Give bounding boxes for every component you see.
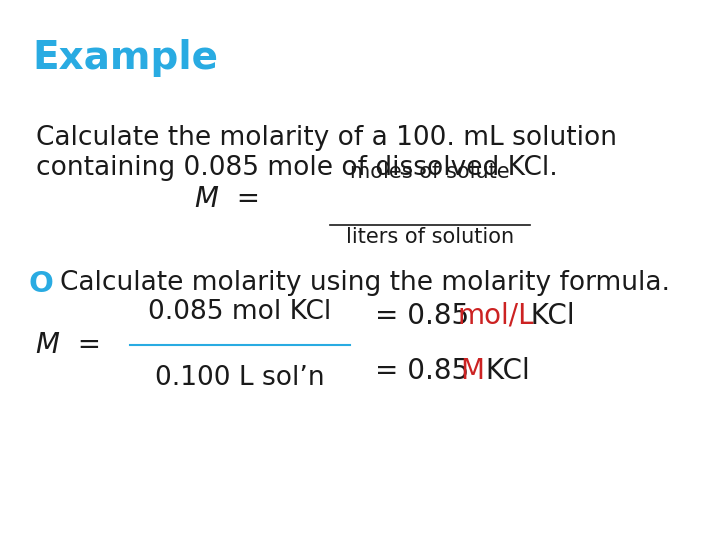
- Text: Calculate the molarity of a 100. mL solution: Calculate the molarity of a 100. mL solu…: [36, 125, 617, 151]
- Text: Example: Example: [32, 39, 218, 77]
- Text: = 0.85: = 0.85: [375, 357, 469, 385]
- Text: Calculate molarity using the molarity formula.: Calculate molarity using the molarity fo…: [60, 270, 670, 296]
- Text: liters of solution: liters of solution: [346, 227, 514, 247]
- Text: KCl: KCl: [477, 357, 530, 385]
- Text: 0.100 L sol’n: 0.100 L sol’n: [156, 365, 325, 391]
- Text: O: O: [28, 270, 53, 298]
- Text: M  =: M =: [195, 185, 260, 213]
- Text: 0.085 mol KCl: 0.085 mol KCl: [148, 299, 332, 325]
- Text: = 0.85: = 0.85: [375, 302, 478, 330]
- Text: containing 0.085 mole of dissolved KCl.: containing 0.085 mole of dissolved KCl.: [36, 155, 558, 181]
- Text: M  =: M =: [36, 331, 101, 359]
- Text: mol/L: mol/L: [457, 302, 534, 330]
- Text: M: M: [460, 357, 484, 385]
- Text: moles of solute: moles of solute: [350, 162, 510, 182]
- Text: KCl: KCl: [513, 302, 575, 330]
